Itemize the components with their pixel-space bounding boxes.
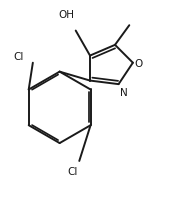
Text: OH: OH <box>59 10 75 20</box>
Text: N: N <box>120 88 128 98</box>
Text: Cl: Cl <box>67 167 77 177</box>
Text: Cl: Cl <box>13 52 24 62</box>
Text: O: O <box>134 60 142 70</box>
